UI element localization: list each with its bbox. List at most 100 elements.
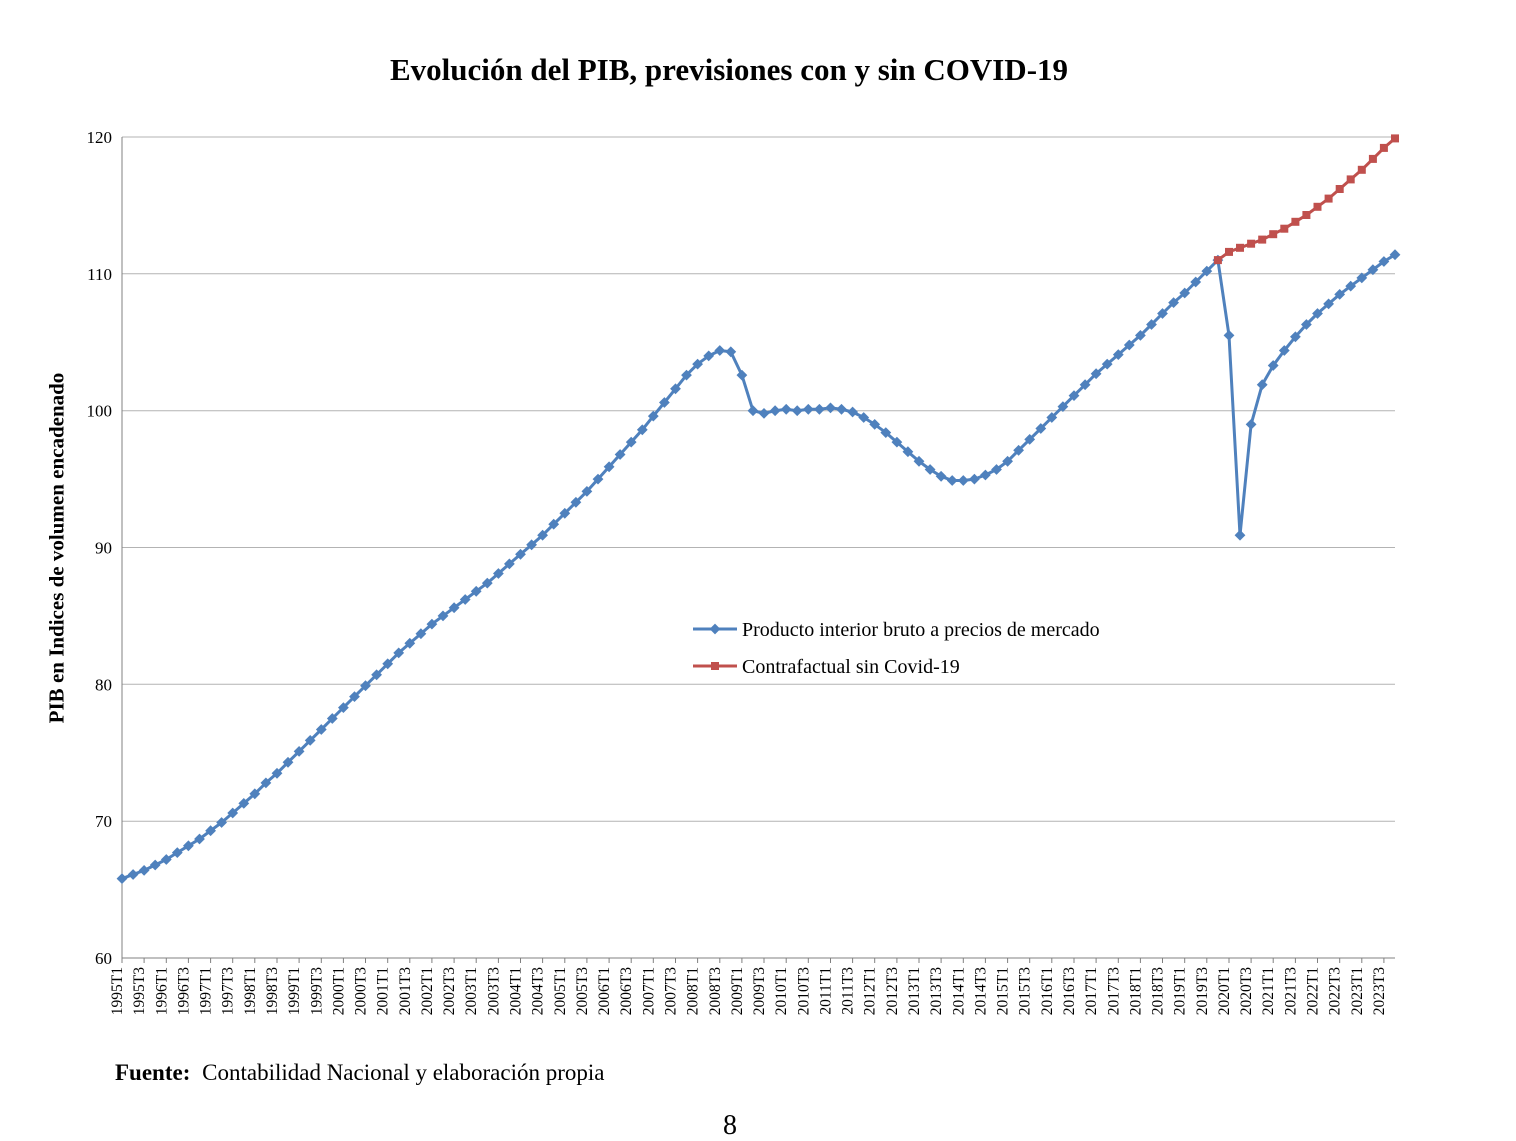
x-tick-label: 2006T1 bbox=[596, 967, 613, 1015]
gdp-data-point-marker bbox=[1256, 379, 1268, 391]
gdp-data-point-marker bbox=[1267, 360, 1279, 371]
gdp-data-point-marker bbox=[537, 529, 548, 541]
gdp-data-point-marker bbox=[1101, 358, 1113, 370]
source-text: Contabilidad Nacional y elaboración prop… bbox=[202, 1060, 605, 1085]
gdp-data-point-marker bbox=[980, 469, 991, 481]
x-tick-label: 2022T3 bbox=[1327, 967, 1344, 1015]
x-tick-label: 2023T1 bbox=[1349, 967, 1366, 1015]
gdp-data-point-marker bbox=[935, 470, 947, 482]
gdp-data-point-marker bbox=[1035, 423, 1047, 434]
y-tick-label: 60 bbox=[95, 949, 112, 968]
x-tick-label: 2010T1 bbox=[773, 967, 790, 1015]
gdp-data-point-marker bbox=[957, 475, 969, 486]
gdp-data-point-marker bbox=[636, 424, 648, 436]
x-tick-label: 2016T1 bbox=[1039, 967, 1056, 1015]
gdp-data-point-marker bbox=[1378, 256, 1390, 267]
x-tick-label: 2004T3 bbox=[530, 967, 547, 1015]
x-tick-label: 1998T3 bbox=[264, 967, 281, 1015]
legend-label: Producto interior bruto a precios de mer… bbox=[742, 619, 1100, 641]
gdp-data-point-marker bbox=[858, 412, 870, 423]
gdp-data-point-marker bbox=[448, 602, 460, 614]
x-tick-label: 2016T3 bbox=[1061, 967, 1078, 1015]
gdp-data-point-marker bbox=[747, 405, 759, 417]
gdp-data-point-marker bbox=[526, 539, 537, 551]
gdp-data-point-marker bbox=[459, 594, 471, 605]
gdp-data-point-marker bbox=[946, 475, 958, 486]
gdp-data-point-marker bbox=[592, 473, 604, 485]
counterfactual-data-point-marker bbox=[1324, 194, 1333, 203]
x-tick-label: 2018T3 bbox=[1150, 967, 1167, 1015]
y-tick-label: 80 bbox=[95, 675, 112, 694]
gdp-data-point-marker bbox=[293, 746, 305, 757]
x-tick-label: 2005T3 bbox=[574, 967, 591, 1015]
gdp-data-point-marker bbox=[1278, 345, 1290, 356]
gdp-data-point-marker bbox=[791, 405, 803, 417]
gdp-data-point-marker bbox=[1135, 330, 1146, 341]
gdp-data-point-marker bbox=[1223, 330, 1235, 341]
gdp-data-point-marker bbox=[758, 408, 770, 419]
x-tick-label: 2020T3 bbox=[1238, 967, 1255, 1015]
x-tick-label: 2004T1 bbox=[508, 967, 525, 1015]
counterfactual-data-point-marker bbox=[1302, 211, 1311, 219]
gdp-data-point-marker bbox=[393, 647, 405, 659]
gdp-data-point-marker bbox=[194, 833, 205, 845]
gdp-data-point-marker bbox=[326, 713, 338, 724]
x-tick-label: 2013T3 bbox=[928, 967, 945, 1015]
gdp-data-point-marker bbox=[349, 691, 360, 702]
gdp-data-point-marker bbox=[1112, 349, 1124, 360]
counterfactual-data-point-marker bbox=[1213, 256, 1222, 265]
gdp-data-point-marker bbox=[1334, 289, 1346, 300]
gdp-data-point-marker bbox=[360, 680, 371, 692]
gdp-data-point-marker bbox=[304, 735, 316, 746]
x-tick-label: 2021T1 bbox=[1260, 967, 1277, 1015]
legend-key-marker bbox=[711, 662, 719, 670]
x-tick-label: 2023T3 bbox=[1371, 967, 1388, 1015]
gdp-data-point-marker bbox=[1146, 319, 1157, 330]
x-tick-label: 2005T1 bbox=[552, 967, 569, 1015]
gdp-data-point-marker bbox=[1123, 339, 1135, 351]
gdp-data-point-marker bbox=[1068, 390, 1080, 401]
x-tick-label: 2017T3 bbox=[1105, 967, 1122, 1015]
legend-key-marker bbox=[709, 623, 721, 635]
gdp-data-point-marker bbox=[371, 669, 382, 681]
gdp-data-point-marker bbox=[481, 577, 493, 589]
gdp-data-point-marker bbox=[426, 618, 438, 630]
x-tick-label: 2021T3 bbox=[1282, 967, 1299, 1015]
x-tick-label: 2020T1 bbox=[1216, 967, 1233, 1015]
x-tick-label: 2000T1 bbox=[330, 967, 347, 1015]
x-tick-label: 2007T1 bbox=[640, 967, 657, 1015]
gdp-data-point-marker bbox=[703, 350, 715, 362]
gdp-data-point-marker bbox=[692, 358, 703, 370]
y-tick-label: 100 bbox=[87, 402, 113, 421]
gdp-data-point-marker bbox=[1356, 272, 1368, 284]
x-tick-label: 2006T3 bbox=[618, 967, 635, 1015]
gdp-data-point-marker bbox=[836, 403, 847, 415]
x-tick-label: 2003T3 bbox=[485, 967, 502, 1015]
gdp-data-point-marker bbox=[1046, 412, 1058, 423]
x-tick-label: 2001T3 bbox=[397, 967, 414, 1015]
counterfactual-data-point-marker bbox=[1280, 224, 1289, 233]
gdp-data-point-marker bbox=[1201, 265, 1213, 277]
x-tick-label: 2013T1 bbox=[906, 967, 923, 1015]
x-tick-label: 1999T1 bbox=[286, 967, 303, 1015]
counterfactual-data-point-marker bbox=[1391, 134, 1399, 143]
gdp-data-point-marker bbox=[249, 788, 261, 800]
x-tick-label: 2019T3 bbox=[1194, 967, 1211, 1015]
gdp-data-point-marker bbox=[1179, 287, 1191, 299]
x-tick-label: 1995T1 bbox=[109, 967, 126, 1015]
gdp-data-point-marker bbox=[1024, 434, 1036, 445]
x-tick-label: 1999T3 bbox=[308, 967, 325, 1015]
gdp-data-point-marker bbox=[1079, 379, 1091, 391]
gdp-data-point-marker bbox=[991, 464, 1002, 475]
gdp-data-point-marker bbox=[570, 496, 582, 508]
gdp-data-point-marker bbox=[238, 798, 250, 809]
x-tick-label: 2022T1 bbox=[1305, 967, 1322, 1015]
gdp-data-point-marker bbox=[913, 455, 925, 467]
gdp-data-point-marker bbox=[160, 854, 172, 865]
gdp-data-point-marker bbox=[825, 402, 836, 414]
gdp-data-point-marker bbox=[260, 777, 272, 789]
x-tick-label: 2015T3 bbox=[1017, 967, 1034, 1015]
gdp-data-point-marker bbox=[493, 568, 504, 579]
y-tick-label: 120 bbox=[87, 128, 113, 147]
x-tick-label: 2009T3 bbox=[751, 967, 768, 1015]
